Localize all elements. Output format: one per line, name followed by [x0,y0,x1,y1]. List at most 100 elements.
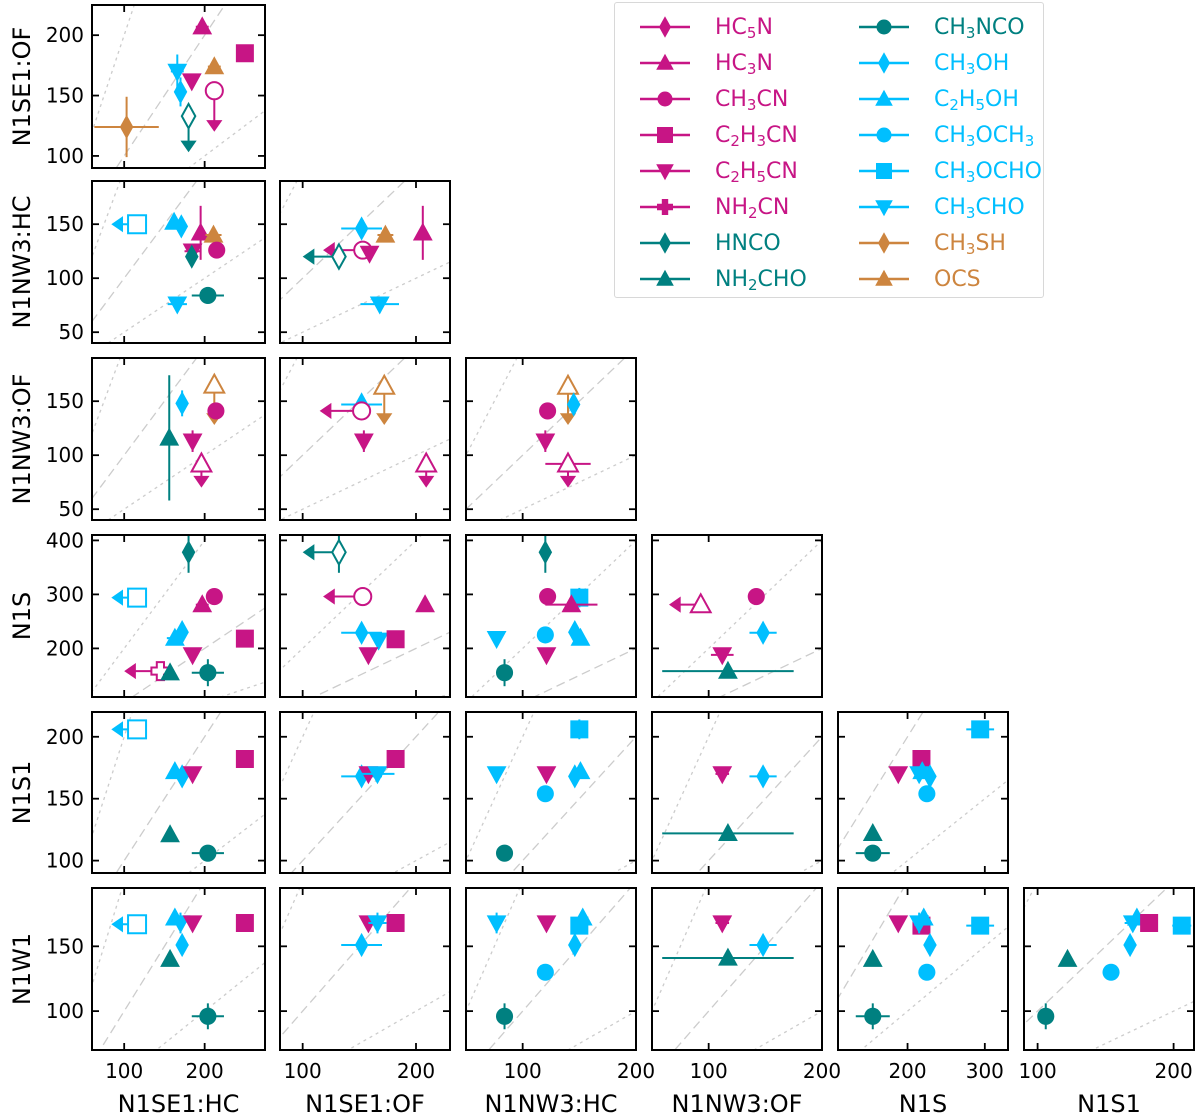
marker-triangle-up [414,451,438,473]
legend-marker-triangle-down-icon [640,164,690,181]
data-point-ch3nco [495,659,514,687]
guide-line-one-to-one [510,735,636,873]
data-point-ch3ocho [966,720,995,739]
data-point-c2h3cn [235,629,254,648]
data-point-ch3oh [174,214,189,239]
data-point-c2h3cn [912,750,931,769]
data-point-nh2cho [160,662,180,681]
panel-n1w1-vs-n1s1: 100 200 N1S1 [1019,887,1195,1114]
data-point-ch3oh [175,390,189,417]
data-point-c2h3cn [235,913,254,932]
upper-limit-arrow [302,248,315,265]
panel-frame [91,887,266,1051]
data-point-c2h5cn [536,647,557,666]
marker-circle [864,1007,882,1025]
marker-triangle-up [375,224,396,243]
marker-circle [207,402,225,420]
upper-limit-arrow [302,544,315,561]
legend-entry-hc3n: HC3N [637,45,807,81]
marker-triangle-down [486,915,507,934]
marker-circle [539,588,557,606]
data-point-nh2cho [662,823,794,842]
data-point-ch3sh [94,96,159,158]
legend-label: NH2CHO [715,266,807,294]
data-point-ch3cn [323,587,373,607]
legend-label: CH3OCH3 [934,122,1035,150]
marker-triangle-up [415,594,435,613]
marker-circle [918,785,936,803]
marker-diamond [566,392,581,417]
marker-square [127,719,148,740]
marker-triangle-up [204,56,225,75]
data-point-c2h5cn [535,430,556,452]
legend-label: OCS [934,266,981,292]
data-point-nh2cho [862,948,883,967]
legend-entry-hc5n: HC5N [637,9,807,45]
guide-line-two-to-one [656,539,822,697]
data-point-ch3ocho [966,916,995,935]
x-tick-label: 200 [1155,1059,1193,1083]
guide-line-one-to-two [611,859,636,873]
legend-marker-diamond-icon [640,232,690,254]
marker-triangle-down [712,915,733,934]
marker-triangle-up [570,761,591,780]
guide-line-one-to-one [99,888,202,1050]
marker-triangle-down [367,915,388,934]
data-point-ch3oh [568,932,582,958]
legend-label: HC5N [715,14,773,42]
legend-entry-ch3sh: CH3SH [856,225,1042,261]
marker-square [971,720,990,739]
legend-entry-ch3ocho: CH3OCHO [856,153,1042,189]
data-point-c2h5cn [181,73,202,92]
data-point-c2h5cn [888,915,909,934]
marker-circle [353,587,373,607]
marker-diamond [180,101,197,131]
upper-limit-arrow [669,596,681,613]
marker-triangle-down [353,433,374,452]
y-tick-label: 200 [46,636,84,660]
guide-line-one-to-one [92,358,198,500]
x-tick-label: 100 [1019,1059,1057,1083]
data-point-ch3cho [167,296,188,315]
panel-frame [91,357,266,521]
upper-limit-arrow [319,402,332,420]
panel-frame [279,887,451,1051]
data-point-ch3och3 [1102,963,1120,981]
upper-limit-arrow [111,216,124,233]
marker-circle [536,626,554,644]
legend-entry-c2h5cn: C2H5CN [637,153,807,189]
legend-marker-triangle-up-icon [859,89,909,106]
legend-entry-ch3oh: CH3OH [856,45,1042,81]
data-point-ch3och3 [918,785,936,803]
marker-triangle-up [556,451,580,473]
marker-diamond [756,932,770,958]
panel-frame [279,711,451,874]
marker-square [127,587,148,608]
marker-triangle-up [556,373,580,395]
marker-square [127,914,148,935]
data-point-hc3n [192,594,213,613]
data-point-ch3cho [360,296,399,315]
marker-triangle-down [369,296,390,315]
marker-square [386,913,405,932]
guide-line-one-to-two [566,1010,636,1050]
panel-frame [651,887,823,1051]
marker-square [235,44,254,63]
legend-marker-triangle-up-icon [640,269,690,286]
guide-line-one-to-two [106,413,265,520]
y-tick-label: 100 [46,443,84,467]
marker-triangle-up [189,451,214,473]
y-tick-label: 100 [46,999,84,1023]
y-tick-label: 400 [46,528,84,552]
data-point-c2h5cn [712,915,733,934]
marker-circle [918,963,936,981]
legend-entry-ch3cn: CH3CN [637,81,807,117]
data-point-ch3cho [486,631,507,650]
marker-diamond [173,79,188,105]
x-tick-label: 200 [617,1059,655,1083]
panel-n1s-vs-n1se1-hc: 200 300 400 N1S [8,528,266,698]
legend-label: CH3OCHO [934,158,1042,186]
